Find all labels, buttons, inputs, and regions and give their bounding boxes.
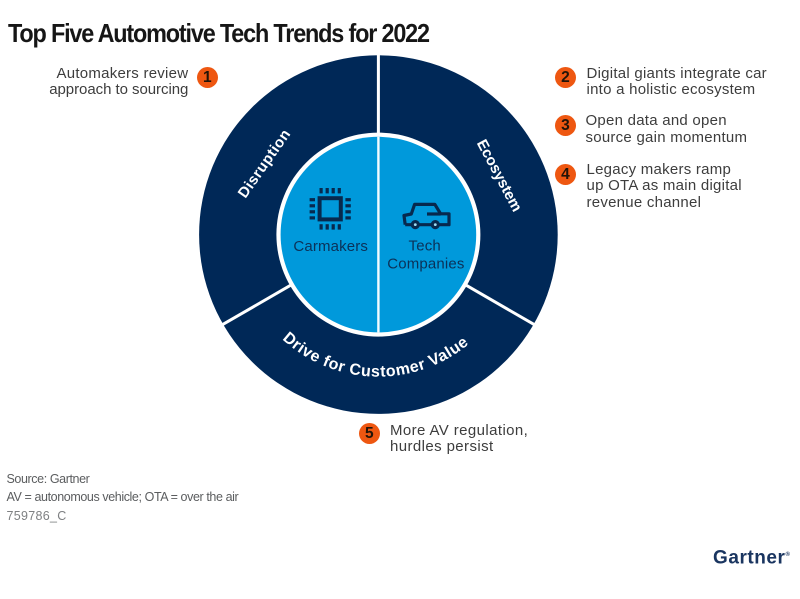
svg-text:Carmakers: Carmakers	[293, 238, 368, 255]
svg-text:Companies: Companies	[387, 255, 464, 272]
svg-text:Tech: Tech	[409, 237, 441, 254]
